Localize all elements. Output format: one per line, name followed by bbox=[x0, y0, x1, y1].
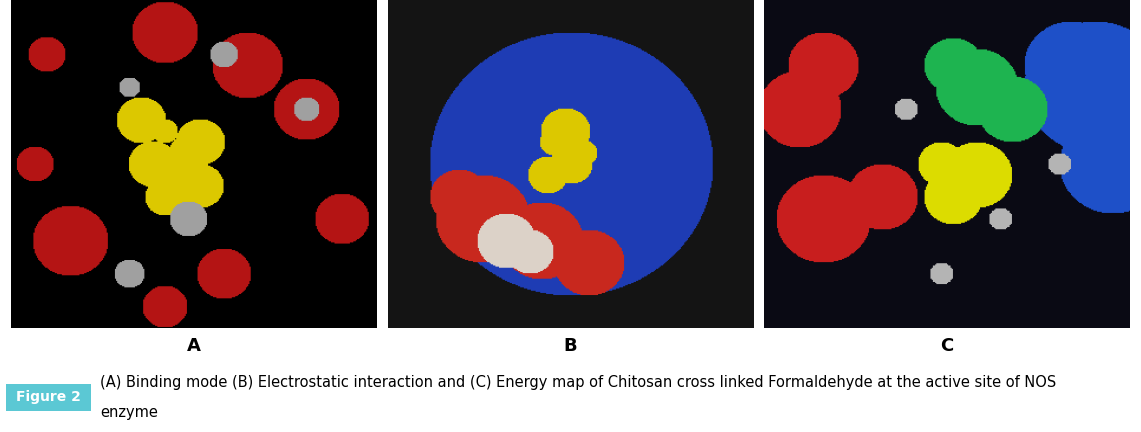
Text: (A) Binding mode (B) Electrostatic interaction and (C) Energy map of Chitosan cr: (A) Binding mode (B) Electrostatic inter… bbox=[100, 375, 1057, 390]
Text: enzyme: enzyme bbox=[100, 405, 159, 420]
Text: A: A bbox=[187, 337, 201, 355]
FancyBboxPatch shape bbox=[6, 384, 91, 410]
Text: Figure 2: Figure 2 bbox=[16, 391, 81, 404]
Text: B: B bbox=[564, 337, 577, 355]
Text: C: C bbox=[940, 337, 954, 355]
